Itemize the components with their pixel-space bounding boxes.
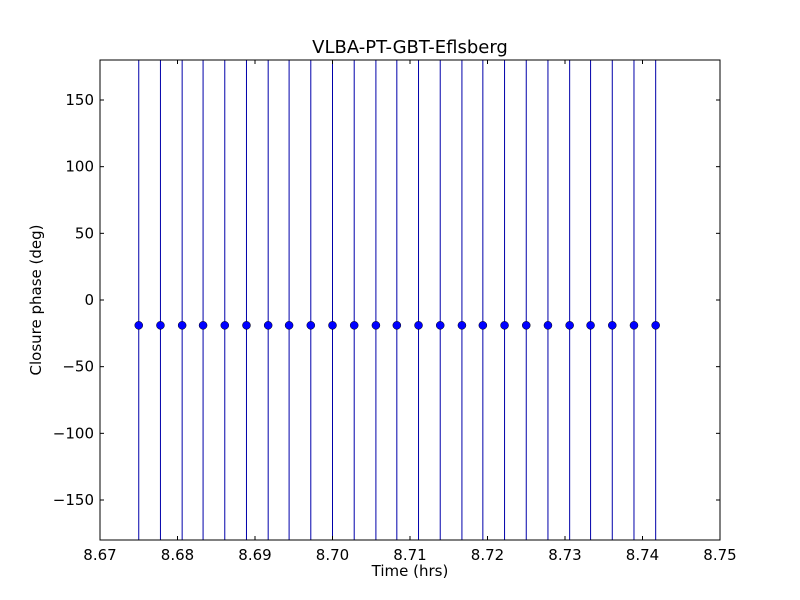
plot-frame bbox=[99, 59, 721, 541]
x-tick-label: 8.70 bbox=[316, 546, 349, 564]
chart-title: VLBA-PT-GBT-Eflsberg bbox=[312, 37, 508, 58]
axis-ticks: 8.67 8.68 8.69 8.70 8.71 8.72 8.73 8.74 8.75 150 1… bbox=[53, 60, 737, 564]
x-tick-label: 8.68 bbox=[161, 546, 194, 564]
x-tick-label: 8.72 bbox=[471, 546, 504, 564]
data-point bbox=[414, 321, 423, 330]
data-point bbox=[242, 321, 251, 330]
data-point bbox=[392, 321, 402, 330]
data-point bbox=[586, 321, 595, 330]
data-point bbox=[543, 321, 553, 330]
y-axis-label: Closure phase (deg) bbox=[27, 225, 45, 376]
data-point bbox=[522, 321, 531, 330]
y-tick-label: 50 bbox=[75, 224, 94, 242]
data-point bbox=[220, 321, 230, 330]
y-tick-label: −50 bbox=[62, 358, 94, 376]
data-point bbox=[629, 321, 639, 330]
data-point bbox=[457, 321, 467, 330]
x-tick-label: 8.67 bbox=[83, 546, 116, 564]
x-tick-label: 8.73 bbox=[548, 546, 581, 564]
data-point bbox=[306, 321, 316, 330]
x-tick-label: 8.75 bbox=[703, 546, 736, 564]
data-point bbox=[608, 321, 617, 330]
data-point bbox=[198, 321, 208, 330]
x-tick-label: 8.74 bbox=[626, 546, 659, 564]
data-point bbox=[284, 321, 294, 330]
data-point bbox=[349, 321, 359, 330]
data-point bbox=[435, 321, 445, 330]
x-tick-label: 8.71 bbox=[393, 546, 426, 564]
data-point bbox=[134, 321, 143, 330]
y-tick-label: −150 bbox=[53, 491, 94, 509]
data-point bbox=[565, 321, 574, 330]
data-point bbox=[478, 321, 488, 330]
y-tick-label: 0 bbox=[84, 291, 94, 309]
data-point bbox=[651, 321, 660, 330]
y-tick-label: −100 bbox=[53, 424, 94, 442]
y-tick-label: 100 bbox=[65, 158, 94, 176]
data-point bbox=[328, 321, 337, 330]
y-tick-label: 150 bbox=[65, 91, 94, 109]
x-tick-label: 8.69 bbox=[238, 546, 271, 564]
x-axis-label: Time (hrs) bbox=[371, 562, 449, 580]
data-point bbox=[177, 321, 187, 330]
data-point bbox=[371, 321, 381, 330]
data-point bbox=[263, 321, 273, 330]
data-point bbox=[500, 321, 509, 330]
plot-area bbox=[134, 60, 660, 540]
data-point bbox=[156, 321, 165, 330]
